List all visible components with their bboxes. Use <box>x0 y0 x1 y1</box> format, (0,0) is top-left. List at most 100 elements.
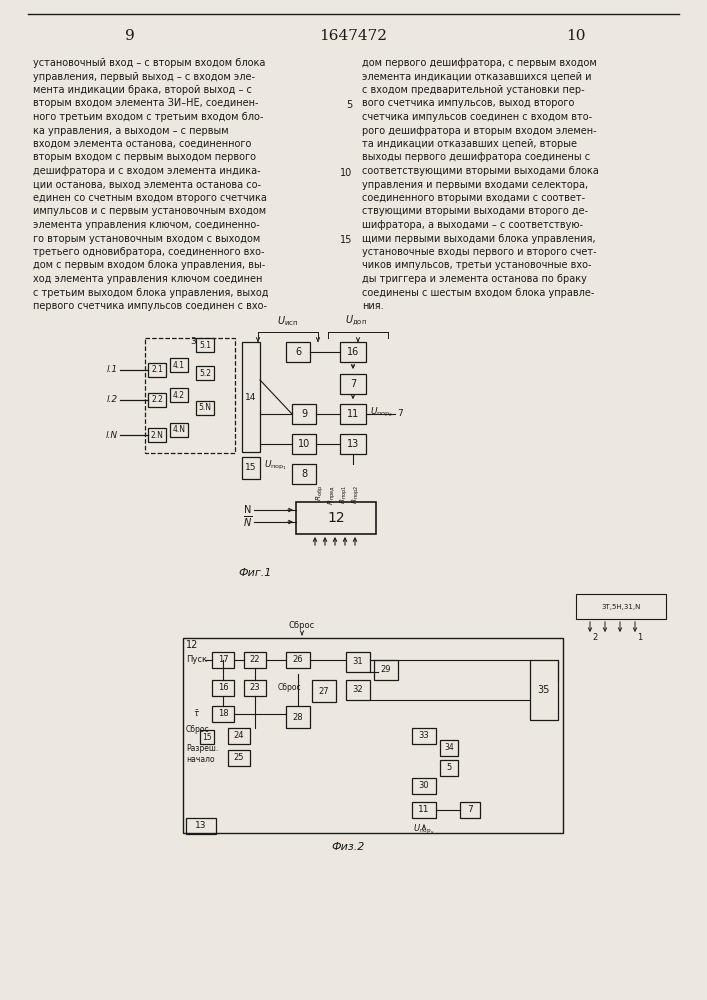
Bar <box>212 680 234 696</box>
Text: Сброс: Сброс <box>186 726 209 734</box>
Text: шифратора, а выходами – с соответствую-: шифратора, а выходами – с соответствую- <box>362 220 583 230</box>
Text: $\overline{N}$: $\overline{N}$ <box>243 515 252 529</box>
Bar <box>183 638 563 833</box>
Text: 4.2: 4.2 <box>173 390 185 399</box>
Text: 35: 35 <box>538 685 550 695</box>
Text: 13: 13 <box>195 822 206 830</box>
Bar <box>242 457 260 479</box>
Text: с третьим выходом блока управления, выход: с третьим выходом блока управления, выхо… <box>33 288 269 298</box>
Bar <box>228 750 250 766</box>
Text: вторым входом с первым выходом первого: вторым входом с первым выходом первого <box>33 152 256 162</box>
Bar <box>340 434 366 454</box>
Bar <box>412 728 436 744</box>
Text: 15: 15 <box>245 464 257 473</box>
Text: та индикации отказавших цепей, вторые: та индикации отказавших цепей, вторые <box>362 139 577 149</box>
Bar <box>340 374 366 394</box>
Bar <box>148 428 166 442</box>
Text: l.2: l.2 <box>107 395 118 404</box>
Text: 5.N: 5.N <box>199 403 211 412</box>
Text: ного третьим входом с третьим входом бло-: ного третьим входом с третьим входом бло… <box>33 112 264 122</box>
Text: $R_{\rm пор1}$: $R_{\rm пор1}$ <box>338 485 350 504</box>
Text: 2.N: 2.N <box>151 430 163 440</box>
Text: 31: 31 <box>353 658 363 666</box>
Bar <box>440 740 458 756</box>
Text: 3: 3 <box>190 336 196 346</box>
Text: 15: 15 <box>202 732 212 742</box>
Text: 32: 32 <box>353 686 363 694</box>
Text: установочный вход – с вторым входом блока: установочный вход – с вторым входом блок… <box>33 58 265 68</box>
Text: 2.1: 2.1 <box>151 365 163 374</box>
Text: 5: 5 <box>446 764 452 772</box>
Bar <box>244 652 266 668</box>
Bar <box>286 342 310 362</box>
Text: 2: 2 <box>592 633 597 642</box>
Text: 16: 16 <box>218 684 228 692</box>
Text: 8: 8 <box>301 469 307 479</box>
Text: 1647472: 1647472 <box>319 29 387 43</box>
Text: 6: 6 <box>295 347 301 357</box>
Text: 5.2: 5.2 <box>199 368 211 377</box>
Text: Сброс: Сброс <box>278 684 302 692</box>
Text: 24: 24 <box>234 732 244 740</box>
Text: 7: 7 <box>350 379 356 389</box>
Text: 3Τ,5H,31,N: 3Τ,5H,31,N <box>602 603 641 609</box>
Text: элемента управления ключом, соединенно-: элемента управления ключом, соединенно- <box>33 220 259 230</box>
Text: 14: 14 <box>245 392 257 401</box>
Text: 17: 17 <box>218 656 228 664</box>
Bar <box>196 338 214 352</box>
Text: 23: 23 <box>250 684 260 692</box>
Text: 11: 11 <box>419 806 430 814</box>
Bar <box>242 342 260 452</box>
Bar <box>312 680 336 702</box>
Bar <box>292 434 316 454</box>
Text: 1: 1 <box>638 633 643 642</box>
Text: соответствующими вторыми выходами блока: соответствующими вторыми выходами блока <box>362 166 599 176</box>
Bar <box>196 366 214 380</box>
Bar <box>170 358 188 372</box>
Text: управления, первый выход – с входом эле-: управления, первый выход – с входом эле- <box>33 72 255 82</box>
Text: 33: 33 <box>419 732 429 740</box>
Text: с входом предварительной установки пер-: с входом предварительной установки пер- <box>362 85 585 95</box>
Text: 13: 13 <box>347 439 359 449</box>
Text: $U_{\rm доп}$: $U_{\rm доп}$ <box>345 314 367 328</box>
Bar <box>440 760 458 776</box>
Text: Разреш.
начало: Разреш. начало <box>186 744 218 764</box>
Bar <box>186 818 216 834</box>
Text: $U_{\rm пор_y}$: $U_{\rm пор_y}$ <box>413 822 435 837</box>
Text: 29: 29 <box>381 666 391 674</box>
Bar <box>374 660 398 680</box>
Text: ход элемента управления ключом соединен: ход элемента управления ключом соединен <box>33 274 262 284</box>
Text: установочные входы первого и второго счет-: установочные входы первого и второго сче… <box>362 247 597 257</box>
Text: l.N: l.N <box>106 430 118 440</box>
Text: 4.1: 4.1 <box>173 360 185 369</box>
Text: рого дешифратора и вторым входом элемен-: рого дешифратора и вторым входом элемен- <box>362 125 597 135</box>
Bar <box>576 594 666 619</box>
Text: $U_{\rm пор_1}$: $U_{\rm пор_1}$ <box>264 458 287 472</box>
Bar <box>170 423 188 437</box>
Text: входом элемента останова, соединенного: входом элемента останова, соединенного <box>33 139 252 149</box>
Text: 5.1: 5.1 <box>199 340 211 350</box>
Bar <box>346 680 370 700</box>
Text: 10: 10 <box>298 439 310 449</box>
Text: элемента индикации отказавшихся цепей и: элемента индикации отказавшихся цепей и <box>362 72 592 82</box>
Text: 12: 12 <box>327 511 345 525</box>
Bar <box>292 404 316 424</box>
Bar <box>212 706 234 722</box>
Text: 12: 12 <box>186 640 199 650</box>
Text: $R_{\rm обр}$: $R_{\rm обр}$ <box>314 485 326 501</box>
Text: выходы первого дешифратора соединены с: выходы первого дешифратора соединены с <box>362 152 590 162</box>
Text: мента индикации брака, второй выход – с: мента индикации брака, второй выход – с <box>33 85 252 95</box>
Bar <box>148 363 166 377</box>
Text: управления и первыми входами селектора,: управления и первыми входами селектора, <box>362 180 588 190</box>
Text: 34: 34 <box>444 744 454 752</box>
Bar <box>412 802 436 818</box>
Text: ды триггера и элемента останова по браку: ды триггера и элемента останова по браку <box>362 274 587 284</box>
Text: вторым входом элемента ЗИ–НЕ, соединен-: вторым входом элемента ЗИ–НЕ, соединен- <box>33 99 259 108</box>
Text: $R_{\rm пред}$: $R_{\rm пред}$ <box>326 485 338 505</box>
Text: 10: 10 <box>566 29 586 43</box>
Bar <box>296 502 376 534</box>
Text: 2.2: 2.2 <box>151 395 163 404</box>
Text: третьего одновибратора, соединенного вхо-: третьего одновибратора, соединенного вхо… <box>33 247 264 257</box>
Text: l.1: l.1 <box>107 365 118 374</box>
Text: Сброс: Сброс <box>289 621 315 630</box>
